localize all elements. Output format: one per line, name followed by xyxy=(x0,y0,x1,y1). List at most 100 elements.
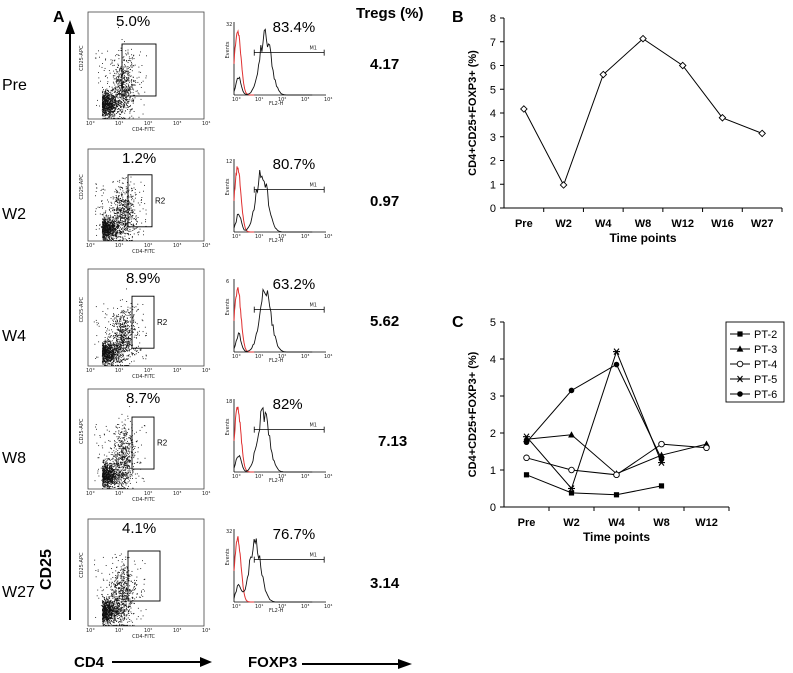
point-pt-2-w8 xyxy=(658,483,665,489)
point-mean-pre xyxy=(520,105,528,113)
hist-x-tick: 10³ xyxy=(301,354,309,360)
x-tick-label: W4 xyxy=(608,517,625,529)
series-line-pt-2 xyxy=(526,474,662,496)
y-tick-label: 5 xyxy=(490,317,496,329)
hist-x-tick: 10° xyxy=(232,97,241,103)
cd4-arrow xyxy=(112,657,212,667)
x-tick-label: Pre xyxy=(515,218,533,230)
scatter-x-tick: 10° xyxy=(86,491,95,497)
gate-label: R2 xyxy=(155,196,166,205)
y-tick-label: 7 xyxy=(490,37,496,49)
m1-label: M1 xyxy=(309,303,317,309)
point-pt-2-pre xyxy=(523,472,530,478)
y-tick-label: 8 xyxy=(490,13,496,25)
control-histogram-curve xyxy=(233,166,255,233)
scatter-dots xyxy=(94,406,147,489)
gate-percent: 1.2% xyxy=(122,150,156,167)
x-tick-label: W27 xyxy=(751,218,774,230)
hist-ymax: 32 xyxy=(226,22,232,28)
hist-x-tick: 10° xyxy=(232,354,241,360)
hist-x-tick: 10¹ xyxy=(255,604,263,610)
control-histogram-curve xyxy=(233,536,255,603)
scatter-x-tick: 10³ xyxy=(173,121,181,127)
series-line-mean xyxy=(523,38,763,187)
hist-x-tick: 10⁴ xyxy=(324,234,332,240)
point-mean-w16 xyxy=(718,113,727,122)
x-tick-label: W8 xyxy=(653,517,670,529)
scatter-dots xyxy=(94,27,147,119)
hist-x-label: FL2-H xyxy=(269,358,284,364)
gate-percent: 8.9% xyxy=(126,270,160,287)
y-tick-label: 2 xyxy=(490,156,496,168)
scatter-dots xyxy=(94,553,147,626)
hist-ymax: 18 xyxy=(226,399,232,405)
gate-r2 xyxy=(131,295,155,349)
hist-x-tick: 10⁴ xyxy=(324,354,332,360)
gate-label: R2 xyxy=(157,318,168,327)
series-line-pt-5 xyxy=(526,350,662,490)
legend-frame xyxy=(725,321,785,403)
foxp3-percent: 82% xyxy=(273,396,303,413)
gate-r2 xyxy=(131,416,155,470)
scatter-x-tick: 10° xyxy=(86,121,95,127)
point-mean-w4 xyxy=(599,70,608,79)
foxp3-histogram-w4: 6 Events FL2-H 10° 10¹ 10² 10³ 10⁴ M1 63.2% xyxy=(225,276,332,364)
hist-y-label: Events xyxy=(225,41,231,58)
scatter-y-label: CD25-APC xyxy=(79,297,85,323)
hist-ymax: 32 xyxy=(226,529,232,535)
x-tick-label: W8 xyxy=(635,218,652,230)
x-axis-label: Time points xyxy=(609,231,676,245)
scatter-x-label: CD4-FITC xyxy=(132,127,155,133)
gate-percent: 5.0% xyxy=(116,13,150,30)
hist-x-tick: 10³ xyxy=(301,604,309,610)
scatter-y-label: CD25-APC xyxy=(79,418,85,444)
scatter-y-label: CD25-APC xyxy=(79,174,85,200)
foxp3-arrow xyxy=(302,659,412,669)
timepoint-label-w2: W2 xyxy=(2,205,26,223)
scatter-x-tick: 10² xyxy=(144,121,152,127)
scatter-frame xyxy=(87,518,205,627)
hist-x-tick: 10² xyxy=(278,354,286,360)
chart-b: 0 1 2 3 4 5 6 7 8 Pre W2 W4 W8 W12 W16 W27 Time points CD… xyxy=(467,13,783,245)
scatter-x-tick: 10¹ xyxy=(115,121,123,127)
tregs-value-pre: 4.17 xyxy=(370,56,400,73)
tregs-value-w8: 7.13 xyxy=(378,433,408,450)
point-pt-5-pre xyxy=(523,433,530,441)
y-tick-label: 1 xyxy=(490,179,496,191)
scatter-x-tick: 10² xyxy=(144,243,152,249)
hist-ymax: 12 xyxy=(226,159,232,165)
hist-x-tick: 10³ xyxy=(301,97,309,103)
cd25-arrow xyxy=(65,20,75,620)
scatter-x-label: CD4-FITC xyxy=(132,634,155,640)
panel-a-letter: A xyxy=(53,9,65,26)
hist-x-tick: 10⁴ xyxy=(324,604,332,610)
hist-y-label: Events xyxy=(225,178,231,195)
hist-x-tick: 10¹ xyxy=(255,97,263,103)
y-tick-label: 4 xyxy=(490,108,496,120)
hist-x-tick: 10⁴ xyxy=(324,474,332,480)
flow-scatter-w2: R2 1.2% CD4-FITC CD25-APC 10° 10¹ 10² 10³ 10⁴ xyxy=(79,148,210,255)
scatter-x-tick: 10³ xyxy=(173,368,181,374)
x-tick-label: W12 xyxy=(671,218,694,230)
timepoint-label-w4: W4 xyxy=(2,328,26,346)
m1-label: M1 xyxy=(309,423,317,429)
hist-x-tick: 10² xyxy=(278,474,286,480)
y-tick-label: 6 xyxy=(490,61,496,73)
hist-x-label: FL2-H xyxy=(269,478,284,484)
hist-x-tick: 10² xyxy=(278,604,286,610)
scatter-x-tick: 10¹ xyxy=(115,628,123,634)
scatter-dots xyxy=(95,176,147,241)
scatter-x-tick: 10⁴ xyxy=(202,491,210,497)
timepoint-label-w8: W8 xyxy=(2,449,26,467)
point-mean-w8 xyxy=(639,34,647,43)
point-pt-5-w4 xyxy=(613,348,620,355)
control-histogram-curve xyxy=(233,29,255,96)
scatter-x-tick: 10¹ xyxy=(115,368,123,374)
scatter-y-label: CD25-APC xyxy=(79,552,85,578)
sample-histogram-curve xyxy=(233,406,313,473)
foxp3-axis-label: FOXP3 xyxy=(248,654,298,671)
scatter-dots xyxy=(93,288,147,366)
hist-ymax: 6 xyxy=(226,279,229,285)
hist-x-label: FL2-H xyxy=(269,608,284,614)
point-mean-w27 xyxy=(758,129,766,138)
